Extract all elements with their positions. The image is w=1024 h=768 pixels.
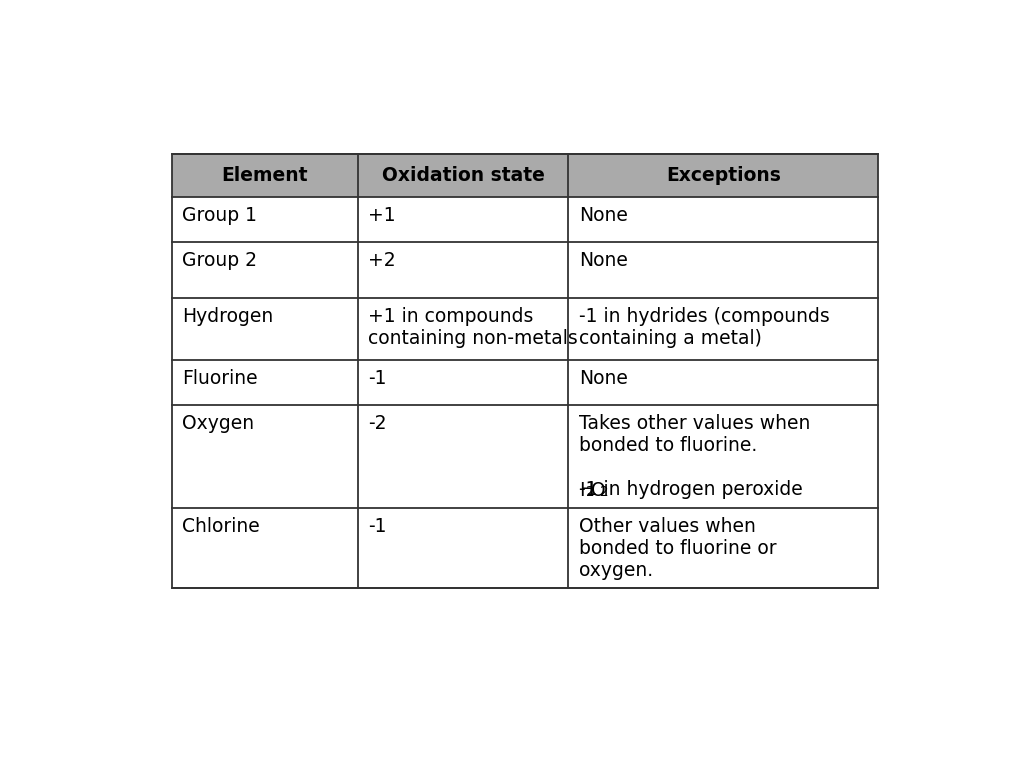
Text: Element: Element — [221, 166, 308, 185]
Text: +1 in compounds
containing non-metals: +1 in compounds containing non-metals — [369, 307, 579, 348]
Text: Takes other values when
bonded to fluorine.

-1 in hydrogen peroxide: Takes other values when bonded to fluori… — [579, 414, 810, 499]
Text: -1: -1 — [369, 369, 387, 388]
Bar — [172, 154, 878, 197]
Text: -1 in hydrides (compounds
containing a metal): -1 in hydrides (compounds containing a m… — [579, 307, 829, 348]
Text: Exceptions: Exceptions — [666, 166, 780, 185]
Bar — [172, 242, 878, 298]
Text: H: H — [579, 482, 593, 501]
Text: Oxygen: Oxygen — [182, 414, 254, 433]
Bar — [172, 154, 878, 588]
Text: 2: 2 — [586, 485, 595, 499]
Text: Hydrogen: Hydrogen — [182, 307, 273, 326]
Text: Group 2: Group 2 — [182, 250, 257, 270]
Text: Chlorine: Chlorine — [182, 518, 260, 536]
Text: O: O — [591, 482, 606, 501]
Text: -2: -2 — [369, 414, 387, 433]
Text: Fluorine: Fluorine — [182, 369, 258, 388]
Text: +2: +2 — [369, 250, 396, 270]
Text: None: None — [579, 206, 628, 225]
Bar — [172, 508, 878, 588]
Bar — [172, 298, 878, 360]
Text: Oxidation state: Oxidation state — [382, 166, 545, 185]
Text: -1: -1 — [369, 518, 387, 536]
Bar — [172, 360, 878, 405]
Text: 2: 2 — [599, 485, 608, 499]
Text: Group 1: Group 1 — [182, 206, 257, 225]
Text: None: None — [579, 250, 628, 270]
Bar — [172, 405, 878, 508]
Text: +1: +1 — [369, 206, 396, 225]
Bar — [172, 197, 878, 242]
Text: None: None — [579, 369, 628, 388]
Text: Other values when
bonded to fluorine or
oxygen.: Other values when bonded to fluorine or … — [579, 518, 776, 581]
